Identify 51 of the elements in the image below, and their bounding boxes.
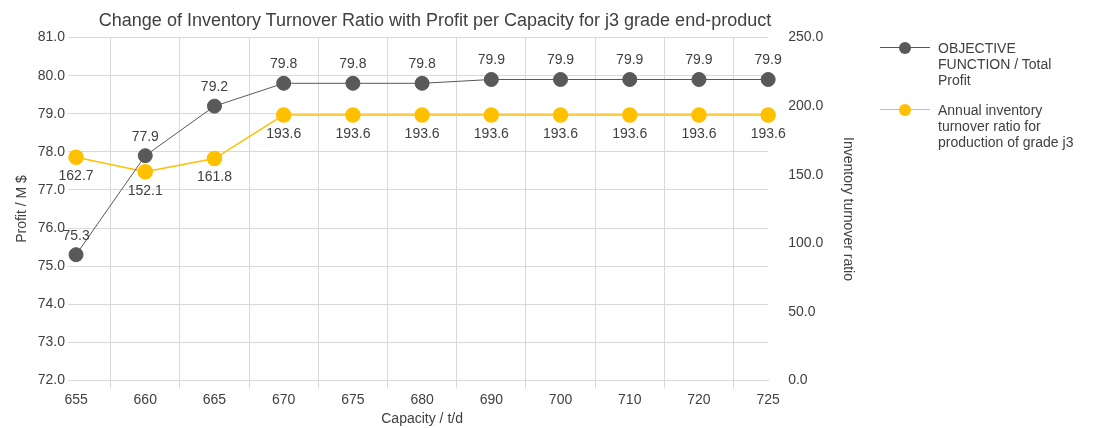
y2-tick-label: 250.0	[788, 28, 824, 45]
y-tick-label: 78.0	[37, 142, 66, 159]
y-tick-label: 73.0	[37, 333, 66, 350]
data-label: 79.9	[616, 51, 644, 68]
x-tick-label: 675	[341, 390, 365, 407]
data-label: 193.6	[266, 124, 302, 141]
y-axis-title: Profit / M $	[13, 174, 30, 243]
y2-tick-label: 150.0	[788, 165, 824, 182]
y2-tick-label: 50.0	[788, 302, 816, 319]
x-axis-title: Capacity / t/d	[381, 410, 463, 427]
y2-tick-label: 200.0	[788, 97, 824, 114]
legend-label: OBJECTIVE FUNCTION / Total Profit	[938, 40, 1053, 88]
data-label: 161.8	[196, 168, 233, 185]
x-tick-label: 655	[64, 390, 88, 407]
x-tick-label: 680	[410, 390, 434, 407]
data-label: 193.6	[404, 124, 440, 141]
x-tick-label: 670	[272, 390, 296, 407]
y-tick-label: 75.0	[37, 256, 66, 273]
x-tick-label: 660	[133, 390, 158, 407]
chart-title: Change of Inventory Turnover Ratio with Profit per Capacity for j3 grade end-product	[98, 9, 772, 30]
data-label: 193.6	[681, 124, 717, 141]
y2-axis-title: Inventory turnover ratio	[840, 137, 857, 282]
x-tick-label: 700	[548, 390, 573, 407]
x-tick-label: 665	[202, 390, 227, 407]
data-label: 79.8	[408, 55, 436, 72]
y-tick-label: 81.0	[37, 28, 66, 45]
data-label: 193.6	[750, 124, 786, 141]
data-label: 152.1	[127, 181, 163, 198]
x-tick-label: 710	[618, 390, 642, 407]
y2-tick-label: 100.0	[788, 234, 824, 251]
data-label: 79.9	[477, 51, 506, 68]
data-label: 193.6	[473, 124, 510, 141]
x-tick-label: 690	[479, 390, 504, 407]
data-label: 79.2	[200, 78, 229, 95]
data-label: 79.8	[339, 55, 367, 72]
data-label: 79.9	[546, 51, 575, 68]
y2-tick-label: 0.0	[788, 371, 808, 388]
legend-label: Annual inventory turnover ratio for production of grade j3	[938, 102, 1075, 150]
y-tick-label: 72.0	[37, 371, 66, 388]
data-label: 193.6	[543, 124, 579, 141]
data-label: 79.8	[270, 55, 298, 72]
x-tick-label: 720	[687, 390, 711, 407]
y-tick-label: 79.0	[37, 104, 66, 121]
data-label: 77.9	[131, 127, 160, 144]
data-label: 193.6	[612, 124, 648, 141]
data-label: 79.9	[754, 51, 782, 68]
data-label: 79.9	[685, 51, 713, 68]
y-tick-label: 80.0	[37, 66, 66, 83]
data-label: 193.6	[335, 124, 371, 141]
x-tick-label: 725	[756, 390, 781, 407]
y-tick-label: 74.0	[37, 295, 66, 312]
